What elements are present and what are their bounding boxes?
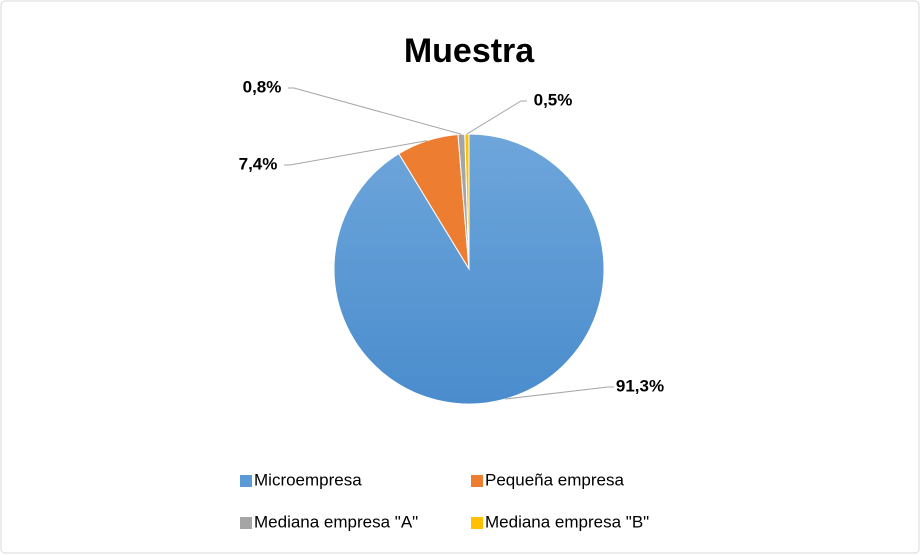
- legend-swatch: [471, 517, 483, 529]
- leader-line: [466, 100, 527, 135]
- chart-title: Muestra: [404, 32, 535, 70]
- legend-label: Mediana empresa "B": [485, 512, 649, 531]
- legend-label: Microempresa: [254, 470, 362, 489]
- legend-swatch: [471, 475, 483, 487]
- legend-label: Mediana empresa "A": [254, 512, 418, 531]
- legend-label: Pequeña empresa: [485, 470, 624, 489]
- data-label: 7,4%: [239, 154, 278, 173]
- leader-line: [288, 87, 462, 135]
- data-label: 0,8%: [243, 77, 282, 96]
- legend-swatch: [240, 517, 252, 529]
- data-label: 0,5%: [534, 90, 573, 109]
- legend-swatch: [240, 475, 252, 487]
- leader-line: [284, 140, 428, 166]
- leader-line: [505, 386, 614, 400]
- data-label: 91,3%: [616, 376, 664, 395]
